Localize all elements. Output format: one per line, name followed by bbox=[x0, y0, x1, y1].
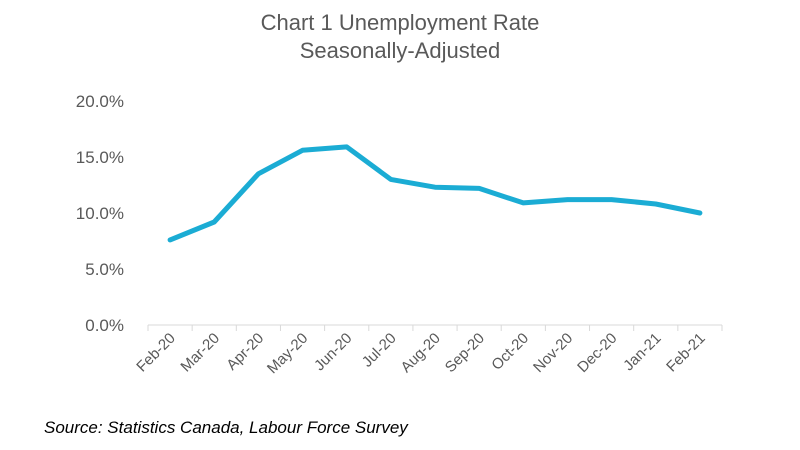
x-tick-label: Sep-20 bbox=[442, 330, 488, 376]
x-tick-label: May-20 bbox=[264, 330, 311, 377]
series-line bbox=[167, 144, 703, 243]
x-tick-label: Jan-21 bbox=[620, 330, 664, 374]
x-tick-label: Feb-21 bbox=[663, 330, 709, 376]
y-tick-label: 5.0% bbox=[85, 260, 124, 279]
chart-title: Chart 1 Unemployment Rate bbox=[260, 10, 540, 35]
x-tick-label: Dec-20 bbox=[574, 330, 620, 376]
x-tick-label: Jul-20 bbox=[359, 330, 400, 371]
y-tick-label: 20.0% bbox=[76, 92, 124, 111]
x-tick-label: Jun-20 bbox=[311, 330, 355, 374]
x-tick-label: Feb-20 bbox=[133, 330, 179, 376]
x-tick-label: Oct-20 bbox=[488, 330, 532, 374]
y-tick-label: 15.0% bbox=[76, 148, 124, 167]
chart-subtitle: Seasonally-Adjusted bbox=[299, 38, 501, 63]
y-tick-label: 10.0% bbox=[76, 204, 124, 223]
x-tick-label: Apr-20 bbox=[223, 330, 267, 374]
x-tick-label: Mar-20 bbox=[177, 330, 223, 376]
y-tick-label: 0.0% bbox=[85, 316, 124, 335]
x-tick-label: Nov-20 bbox=[530, 330, 576, 376]
source-note: Source: Statistics Canada, Labour Force … bbox=[44, 418, 408, 437]
x-tick-label: Aug-20 bbox=[398, 330, 444, 376]
